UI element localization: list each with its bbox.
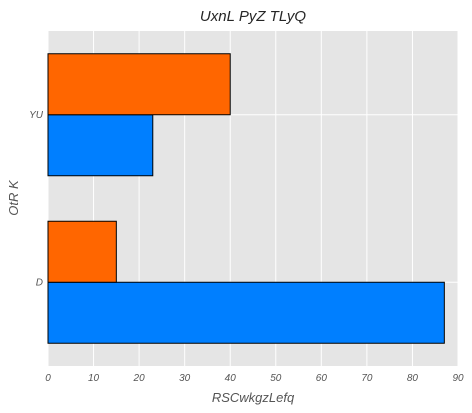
bar	[47, 53, 231, 116]
y-tick-labels: D YU	[29, 110, 44, 289]
x-tick-label: 30	[179, 373, 191, 384]
x-tick-labels: 0 10 20 30 40 50 60 70 80 90	[45, 373, 464, 384]
x-tick-label: 70	[361, 373, 373, 384]
bars	[47, 53, 445, 344]
x-tick-label: 40	[225, 373, 237, 384]
bar	[47, 220, 117, 283]
y-tick-label: YU	[29, 110, 44, 121]
bar	[47, 281, 445, 344]
x-axis-label: RSCwkgzLefq	[212, 390, 295, 405]
x-tick-label: 90	[452, 373, 464, 384]
bar	[47, 114, 154, 177]
y-tick-label: D	[36, 277, 43, 288]
chart-title: UxnL PyZ TLyQ	[200, 8, 306, 25]
x-tick-label: 20	[133, 373, 146, 384]
y-axis-label: OtR K	[6, 179, 21, 216]
x-tick-label: 80	[407, 373, 419, 384]
x-tick-label: 50	[270, 373, 282, 384]
x-tick-label: 60	[316, 373, 328, 384]
x-tick-label: 0	[45, 373, 51, 384]
x-tick-label: 10	[88, 373, 100, 384]
